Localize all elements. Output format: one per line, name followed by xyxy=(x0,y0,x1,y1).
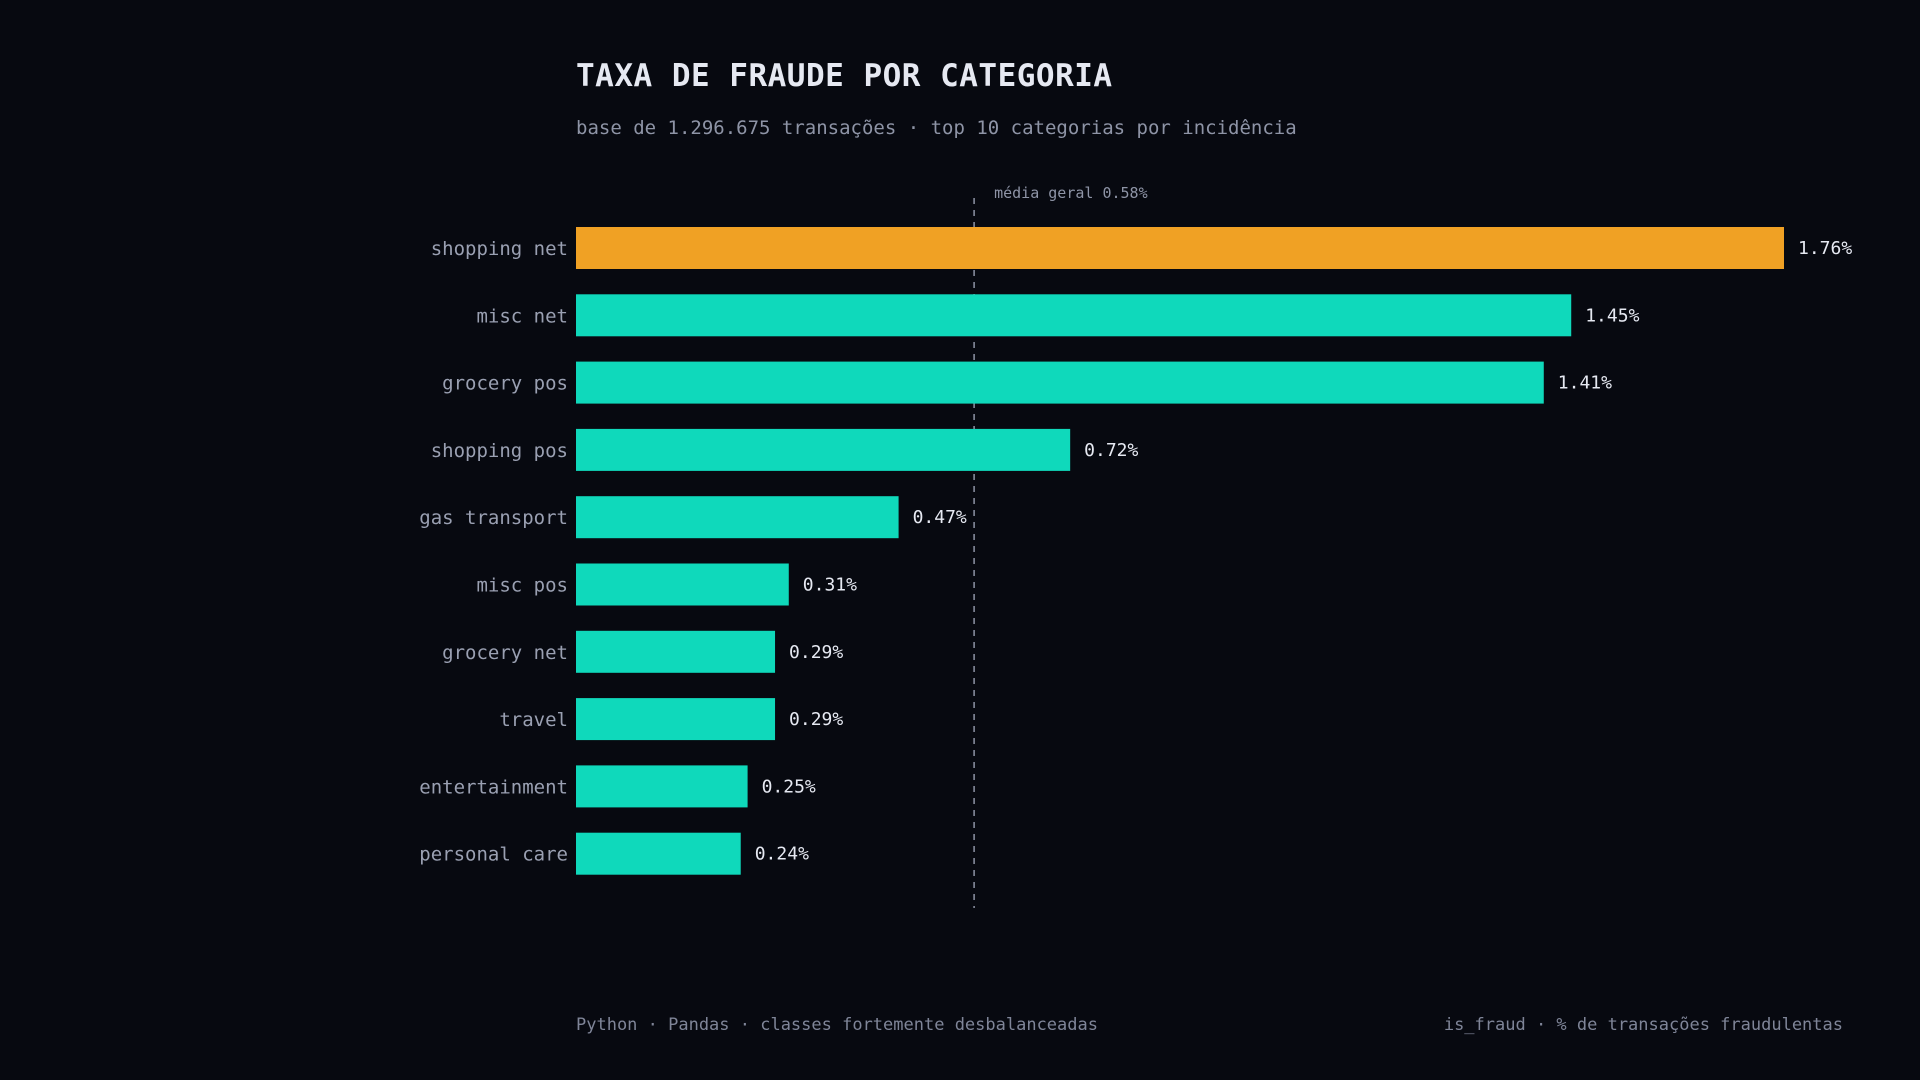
category-label-misc-net: misc net xyxy=(476,305,568,327)
category-label-grocery-net: grocery net xyxy=(442,642,568,664)
bar-entertainment xyxy=(576,765,748,808)
value-label-personal-care: 0.24% xyxy=(755,844,809,865)
category-label-shopping-pos: shopping pos xyxy=(431,440,568,462)
footer-left-note: Python · Pandas · classes fortemente des… xyxy=(576,1015,1098,1035)
value-label-travel: 0.29% xyxy=(789,709,843,730)
bar-personal-care xyxy=(576,832,741,875)
value-label-shopping-pos: 0.72% xyxy=(1084,440,1138,461)
value-label-shopping-net: 1.76% xyxy=(1798,238,1852,259)
value-label-grocery-pos: 1.41% xyxy=(1558,373,1612,394)
value-label-misc-pos: 0.31% xyxy=(803,575,857,596)
bar-misc-net xyxy=(576,294,1572,337)
category-label-misc-pos: misc pos xyxy=(476,575,568,597)
bars-group: shopping net 1.76% misc net 1.45% grocery po… xyxy=(419,227,1852,875)
chart-subtitle: base de 1.296.675 transações · top 10 ca… xyxy=(576,117,1297,139)
category-label-grocery-pos: grocery pos xyxy=(442,373,568,395)
bar-gas-transport xyxy=(576,496,899,539)
bar-grocery-pos xyxy=(576,361,1544,404)
category-label-gas-transport: gas transport xyxy=(419,507,568,529)
value-label-entertainment: 0.25% xyxy=(762,776,816,797)
category-label-entertainment: entertainment xyxy=(419,776,568,798)
average-reference-label: média geral 0.58% xyxy=(994,184,1148,202)
bar-grocery-net xyxy=(576,630,776,673)
bar-travel xyxy=(576,698,776,741)
category-label-travel: travel xyxy=(499,709,568,731)
footer-right-note: is_fraud · % de transações fraudulentas xyxy=(1444,1015,1843,1035)
chart-title: TAXA DE FRAUDE POR CATEGORIA xyxy=(576,58,1113,94)
bar-misc-pos xyxy=(576,563,789,606)
category-label-shopping-net: shopping net xyxy=(431,238,568,260)
category-label-personal-care: personal care xyxy=(419,844,568,866)
value-label-misc-net: 1.45% xyxy=(1585,305,1639,326)
value-label-grocery-net: 0.29% xyxy=(789,642,843,663)
bar-shopping-pos xyxy=(576,428,1071,471)
value-label-gas-transport: 0.47% xyxy=(913,507,967,528)
bar-shopping-net xyxy=(576,227,1784,269)
